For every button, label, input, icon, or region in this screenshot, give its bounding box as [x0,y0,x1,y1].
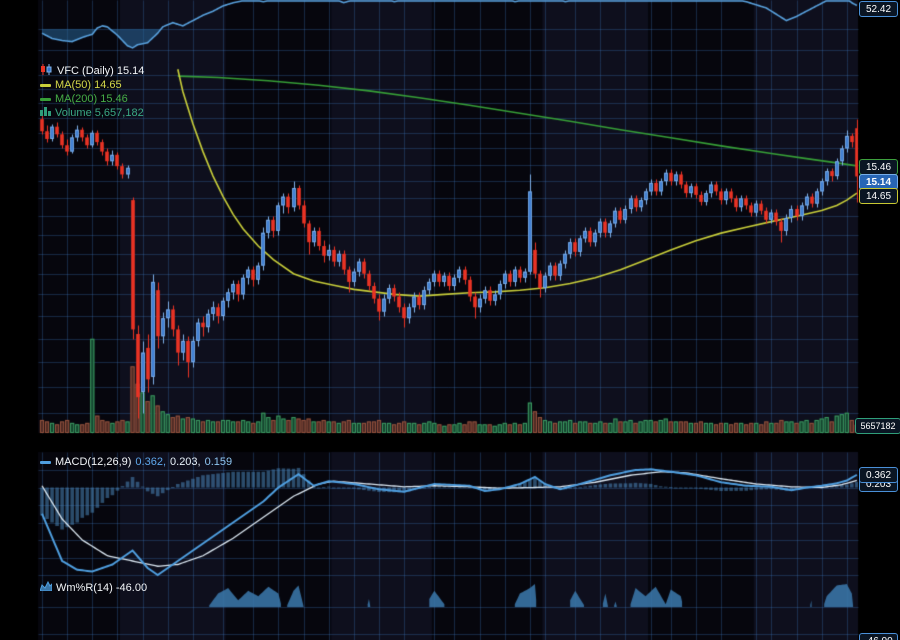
legend-ma50-row[interactable]: MA(50) 14.65 [40,78,144,92]
wmr-label: Wm%R(14) -46.00 [56,582,148,594]
volume-value-box: 5657182 [855,418,900,434]
volume-bars-icon [40,106,51,120]
wmr-value-box: -46.00 [859,633,898,640]
macd-hist-value: 0.159 [204,456,233,468]
macd-value-box: 0.362 [859,467,898,483]
oscillator-value-box: 52.42 [859,1,898,17]
candlestick-icon [40,63,53,79]
ma200-label: MA(200) 15.46 [55,93,128,105]
symbol-title: VFC (Daily) 15.14 [57,65,145,77]
macd-legend: MACD(12,26,9) 0.362, 0.203, 0.159 [40,455,232,469]
ma50-label: MA(50) 14.65 [55,79,122,91]
legend-wmr-row[interactable]: Wm%R(14) -46.00 [39,580,148,595]
volume-label: Volume 5,657,182 [55,107,144,119]
macd-label: MACD(12,26,9) [55,456,132,468]
ma200-value-box: 15.46 [859,159,898,175]
macd-signal-value: 0.203, [170,456,201,468]
wmr-legend: Wm%R(14) -46.00 [39,580,148,595]
legend-volume-row[interactable]: Volume 5,657,182 [40,106,144,120]
macd-value: 0.362, [135,456,167,468]
legend-symbol-row[interactable]: VFC (Daily) 15.14 [40,63,145,79]
ma50-line-icon [40,83,51,87]
wmr-area-icon [39,580,53,595]
ma200-line-icon [40,97,51,101]
ma50-value-box: 14.65 [859,188,898,204]
legend-macd-row[interactable]: MACD(12,26,9) 0.362, 0.203, 0.159 [40,455,232,469]
macd-line-icon [40,460,51,464]
legend-ma200-row[interactable]: MA(200) 15.46 [40,92,144,106]
price-legend: VFC (Daily) 15.14 MA(50) 14.65 MA(200) 1… [40,63,145,120]
